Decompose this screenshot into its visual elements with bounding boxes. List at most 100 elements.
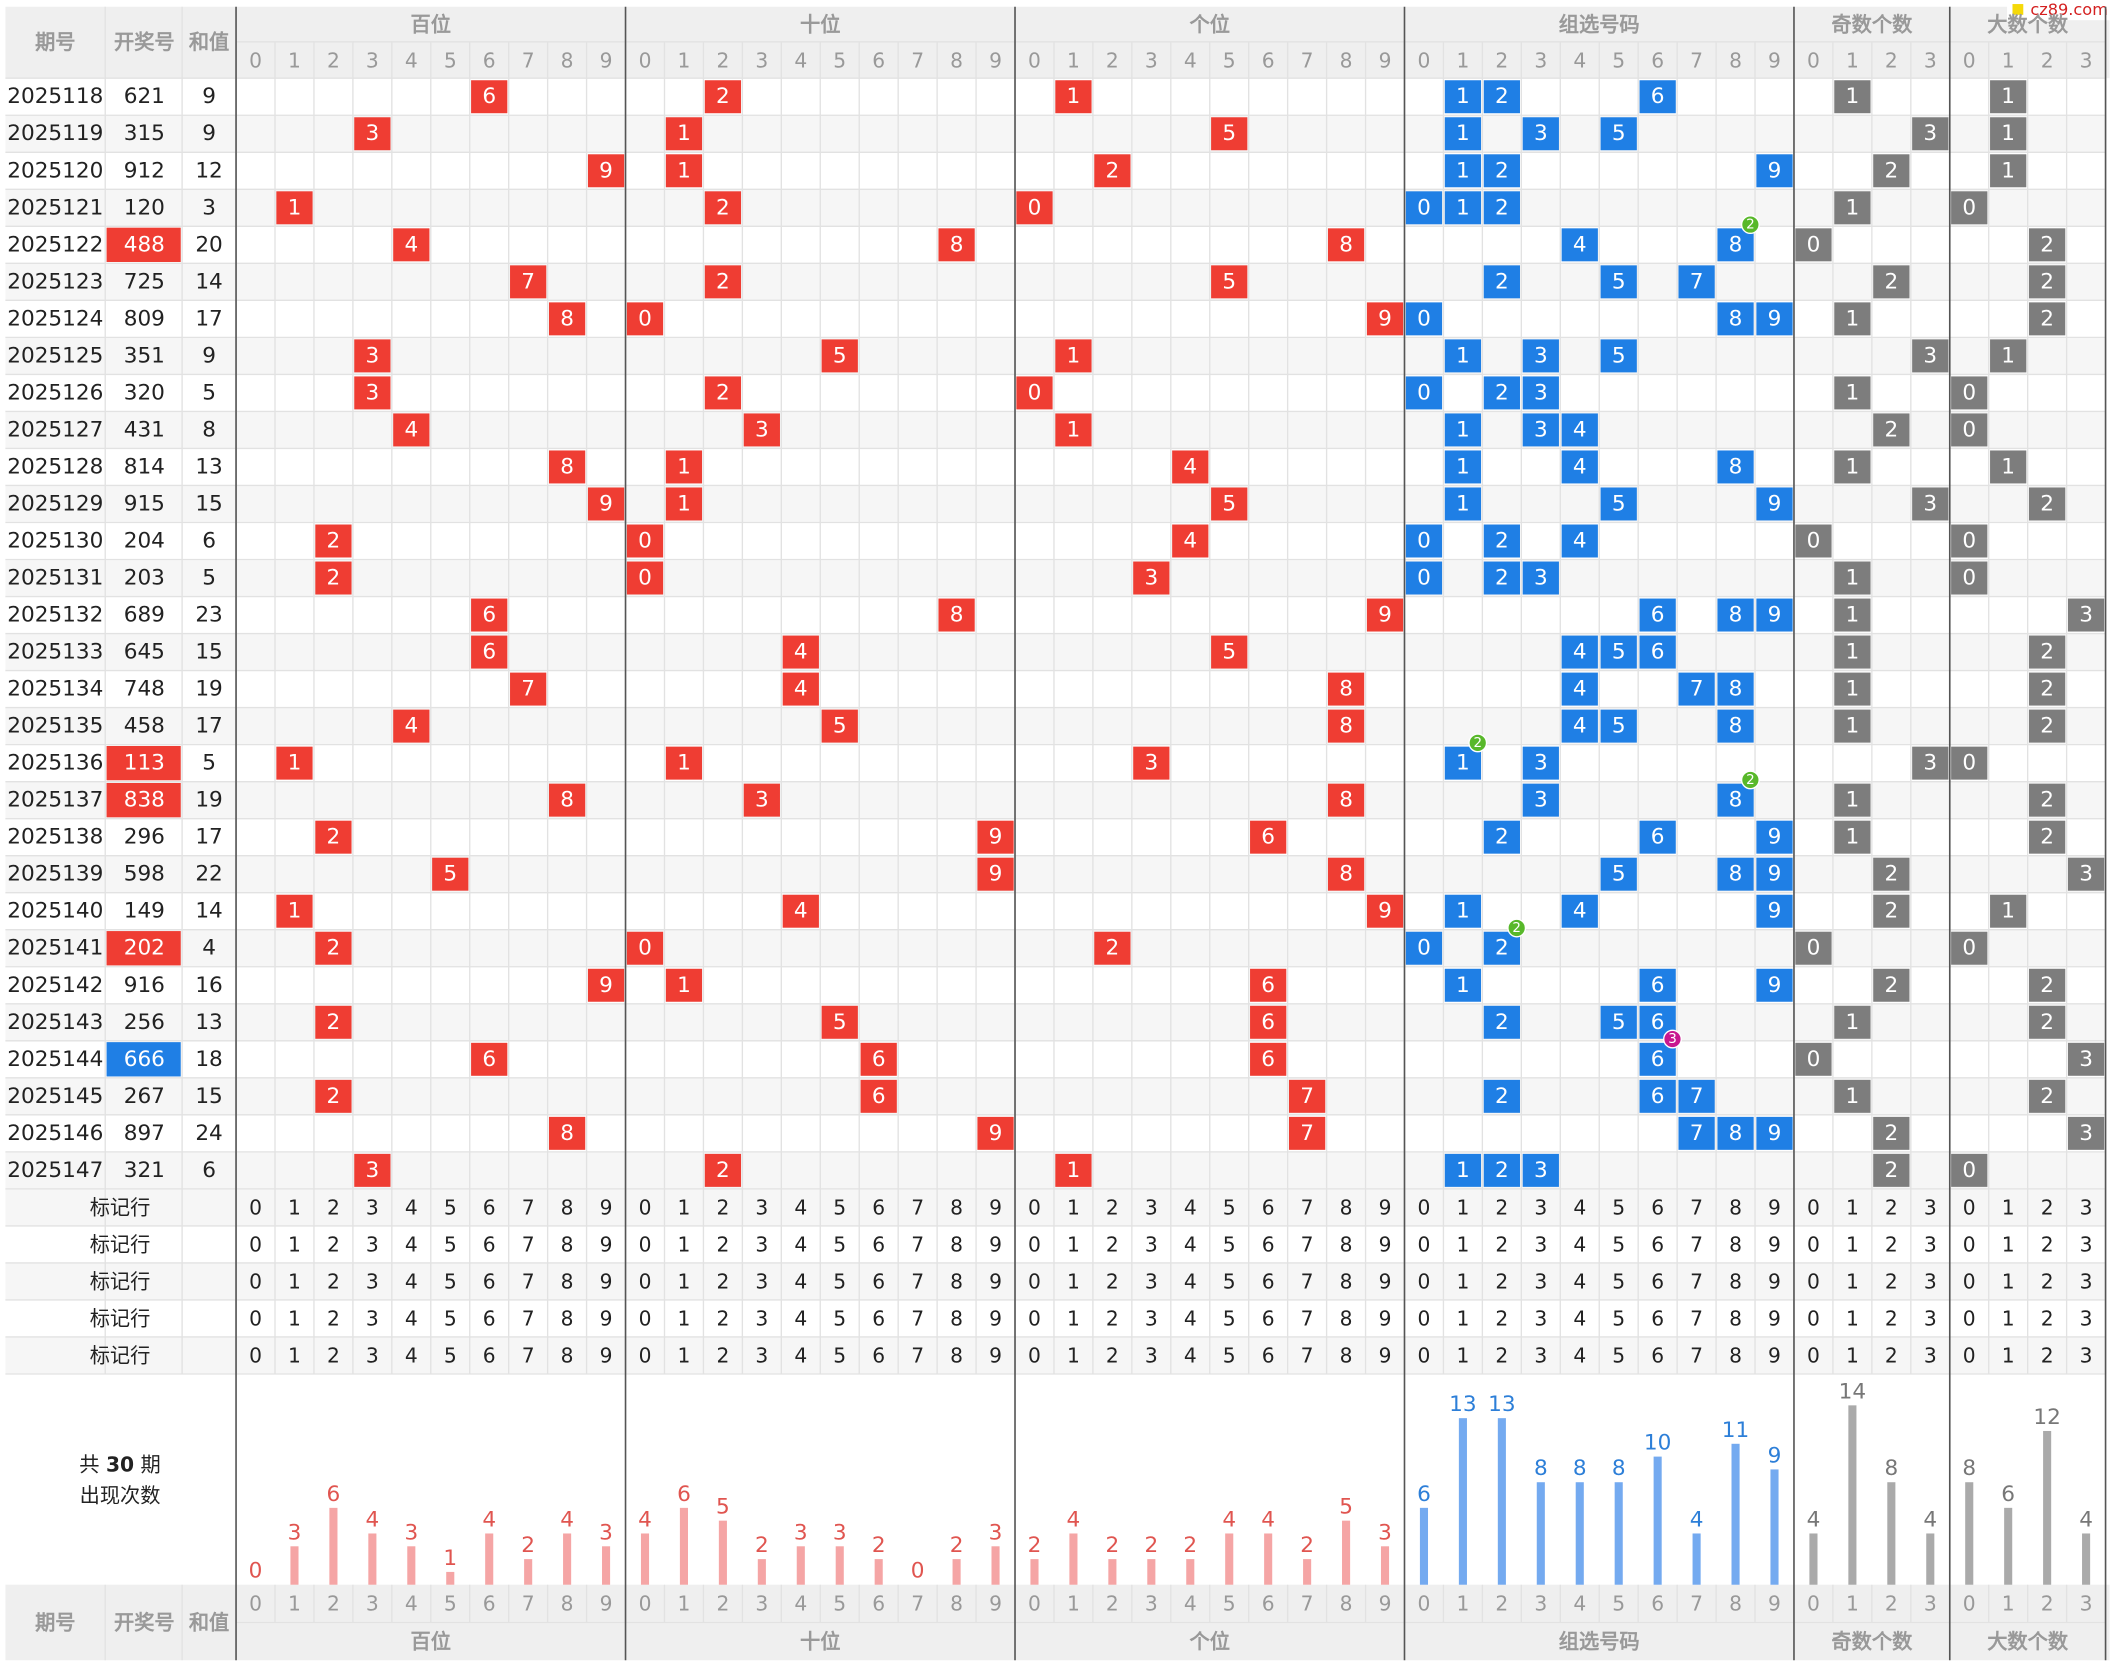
cell-mark [1834,302,1871,336]
marker-digit: 8 [561,1195,574,1219]
number: 666 [124,1047,165,1072]
digit-header: 0 [1807,49,1820,73]
digit-footer: 5 [1612,1592,1625,1616]
digit-header: 5 [833,49,846,73]
marker-digit: 4 [405,1232,418,1256]
marker-digit: 4 [1184,1269,1197,1293]
marker-digit: 9 [600,1195,613,1219]
cell-digit: 6 [1261,825,1275,850]
count-label: 2 [1028,1533,1042,1558]
cell-digit: 3 [1144,751,1158,776]
number: 315 [124,121,165,146]
cell-digit: 8 [1729,862,1743,887]
marker-digit: 1 [1456,1232,1469,1256]
marker-digit: 3 [755,1195,768,1219]
marker-digit: 5 [1223,1195,1236,1219]
marker-digit: 8 [1340,1195,1353,1219]
cell-digit: 6 [1651,603,1665,628]
marker-digit: 9 [600,1269,613,1293]
cell-digit: 3 [1534,751,1548,776]
cell-mark [1444,1153,1482,1187]
issue: 2025134 [7,677,103,702]
cell-mark [315,931,352,965]
marker-digit: 0 [1418,1195,1431,1219]
marker-digit: 4 [1184,1306,1197,1330]
cell-digit: 1 [1456,121,1470,146]
cell-digit: 1 [1456,491,1470,516]
cell-mark [1094,154,1131,188]
cell-digit: 9 [1768,491,1782,516]
count-label: 5 [716,1495,730,1520]
cell-digit: 6 [482,603,496,628]
digit-footer: 7 [522,1592,535,1616]
marker-digit: 2 [1106,1343,1119,1367]
cell-mark [1522,413,1559,447]
row-bg [5,189,2106,227]
marker-digit: 2 [327,1343,340,1367]
marker-digit: 1 [1067,1232,1080,1256]
cell-digit: 0 [1417,936,1431,961]
digit-footer: 3 [366,1592,379,1616]
cell-digit: 6 [1651,640,1665,665]
marker-digit: 6 [1651,1195,1664,1219]
marker-digit: 5 [1223,1343,1236,1367]
digit-header: 1 [288,49,301,73]
cell-mark [2029,968,2066,1002]
cell-mark [665,487,703,521]
cell-digit: 1 [1456,417,1470,442]
cell-digit: 1 [677,491,691,516]
cell-digit: 8 [1729,306,1743,331]
count-bar [1419,1507,1429,1585]
digit-header: 7 [911,49,924,73]
count-bar [1264,1533,1273,1585]
cell-digit: 1 [1067,1158,1081,1183]
cell-mark [1522,1153,1559,1187]
digit-footer: 4 [794,1592,807,1616]
marker-digit: 2 [716,1232,729,1256]
digit-footer: 3 [1534,1592,1547,1616]
cell-digit: 5 [1222,121,1236,146]
cell-digit: 2 [2040,677,2054,702]
marker-digit: 8 [561,1269,574,1293]
cell-digit: 1 [677,973,691,998]
cell-mark [393,709,430,743]
cell-mark [1483,931,1520,965]
cell-mark [2029,1005,2066,1039]
marker-digit: 0 [249,1195,262,1219]
cell-digit: 0 [1962,529,1976,554]
cell-digit: 2 [1884,158,1898,183]
count-bar [1809,1533,1818,1585]
count-bar [524,1559,533,1585]
cell-mark [1522,746,1559,780]
cell-digit: 2 [1884,973,1898,998]
cell-digit: 1 [1846,1010,1860,1035]
marker-digit: 5 [1612,1343,1625,1367]
marker-digit: 2 [327,1232,340,1256]
cell-digit: 0 [638,566,652,591]
digit-footer: 9 [989,1592,1002,1616]
cell-digit: 1 [1846,714,1860,739]
cell-digit: 5 [1612,491,1626,516]
cell-mark [1951,413,1988,447]
cell-mark [1483,1153,1520,1187]
marker-digit: 2 [1495,1343,1508,1367]
cell-mark [1756,857,1793,891]
marker-digit: 1 [2002,1269,2015,1293]
digit-header: 9 [1768,49,1781,73]
marker-digit: 5 [1223,1232,1236,1256]
cell-mark [1639,635,1676,669]
cell-mark [782,635,819,669]
cell-mark [471,1042,508,1076]
section-header: 组选号码 [1559,12,1640,36]
cell-mark [548,302,586,336]
cell-digit: 1 [1846,566,1860,591]
marker-digit: 4 [1184,1343,1197,1367]
cell-digit: 3 [1923,121,1937,146]
marker-digit: 1 [288,1232,301,1256]
issue: 2025131 [7,566,103,591]
marker-digit: 3 [1145,1269,1158,1293]
cell-digit: 7 [1300,1084,1314,1109]
digit-footer: 9 [1379,1592,1392,1616]
marker-digit: 0 [1028,1269,1041,1293]
count-bar [1848,1405,1857,1585]
